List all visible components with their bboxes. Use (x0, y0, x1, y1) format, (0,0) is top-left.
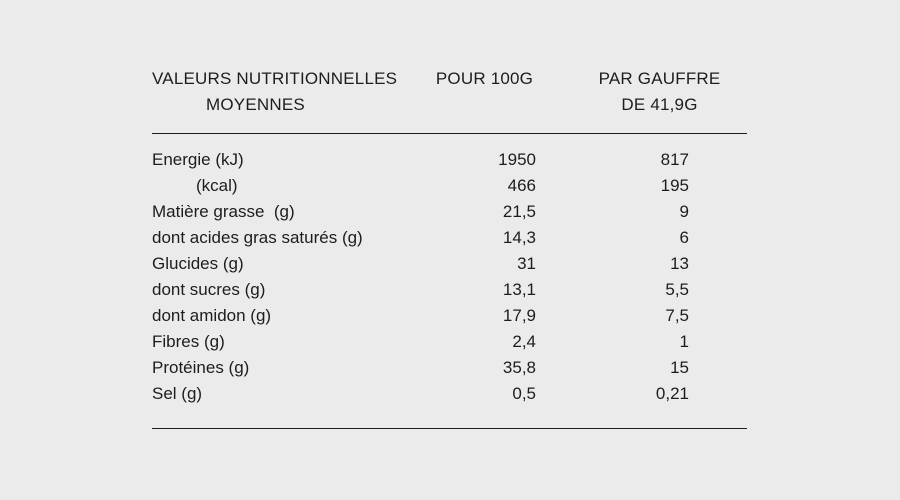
header-per-100g-line1: POUR 100G (435, 69, 534, 88)
row-value-per-100g: 13,1 (502, 280, 536, 299)
row-value-per-gauffre: 13 (670, 254, 689, 273)
row-label: Energie (kJ) (152, 150, 244, 169)
row-value-per-gauffre: 6 (679, 228, 689, 247)
row-value-per-gauffre: 1 (679, 332, 689, 351)
table-row: Glucides (g) 31 13 (152, 251, 747, 277)
row-label: dont amidon (g) (152, 306, 272, 325)
row-value-per-gauffre: 5,5 (665, 280, 689, 299)
header-col-labels: VALEURS NUTRITIONNELLES MOYENNES (152, 66, 422, 118)
table-row: Sel (g) 0,5 0,21 (152, 381, 747, 407)
header-per-gauffre-line1: PAR GAUFFRE (598, 69, 721, 88)
row-value-per-100g: 14,3 (502, 228, 536, 247)
header-labels-line1: VALEURS NUTRITIONNELLES (152, 69, 398, 88)
table-row: Matière grasse (g) 21,5 9 (152, 199, 747, 225)
row-label: Protéines (g) (152, 358, 250, 377)
row-value-per-gauffre: 817 (660, 150, 689, 169)
row-value-per-100g: 1950 (498, 150, 536, 169)
row-label: Glucides (g) (152, 254, 244, 273)
table-row: Fibres (g) 2,4 1 (152, 329, 747, 355)
header-col-per-100g: POUR 100G (422, 66, 547, 118)
row-value-per-100g: 35,8 (502, 358, 536, 377)
table-header: VALEURS NUTRITIONNELLES MOYENNES POUR 10… (152, 66, 747, 118)
table-body: Energie (kJ) 1950 817 (kcal) 466 195 Mat… (152, 147, 747, 407)
row-value-per-100g: 466 (507, 176, 536, 195)
row-value-per-gauffre: 0,21 (655, 384, 689, 403)
row-value-per-100g: 17,9 (502, 306, 536, 325)
row-label: Fibres (g) (152, 332, 225, 351)
row-value-per-100g: 31 (517, 254, 536, 273)
table-row: dont sucres (g) 13,1 5,5 (152, 277, 747, 303)
row-value-per-100g: 2,4 (512, 332, 536, 351)
row-value-per-gauffre: 9 (679, 202, 689, 221)
header-col-per-gauffre: PAR GAUFFRE DE 41,9G (547, 66, 722, 118)
nutrition-table: VALEURS NUTRITIONNELLES MOYENNES POUR 10… (152, 66, 747, 437)
bottom-rule (152, 428, 747, 429)
table-row: Energie (kJ) 1950 817 (152, 147, 747, 173)
table-row: dont amidon (g) 17,9 7,5 (152, 303, 747, 329)
row-value-per-100g: 21,5 (502, 202, 536, 221)
top-rule (152, 133, 747, 134)
row-value-per-gauffre: 15 (670, 358, 689, 377)
header-per-gauffre-line2: DE 41,9G (621, 95, 698, 114)
row-value-per-gauffre: 7,5 (665, 306, 689, 325)
row-label: Sel (g) (152, 384, 203, 403)
row-label: dont acides gras saturés (g) (152, 228, 363, 247)
table-row: Protéines (g) 35,8 15 (152, 355, 747, 381)
row-value-per-100g: 0,5 (512, 384, 536, 403)
row-label: dont sucres (g) (152, 280, 266, 299)
row-value-per-gauffre: 195 (660, 176, 689, 195)
row-label: (kcal) (196, 176, 238, 195)
table-row: dont acides gras saturés (g) 14,3 6 (152, 225, 747, 251)
row-label: Matière grasse (g) (152, 202, 295, 221)
header-labels-line2: MOYENNES (206, 95, 305, 114)
table-row: (kcal) 466 195 (152, 173, 747, 199)
